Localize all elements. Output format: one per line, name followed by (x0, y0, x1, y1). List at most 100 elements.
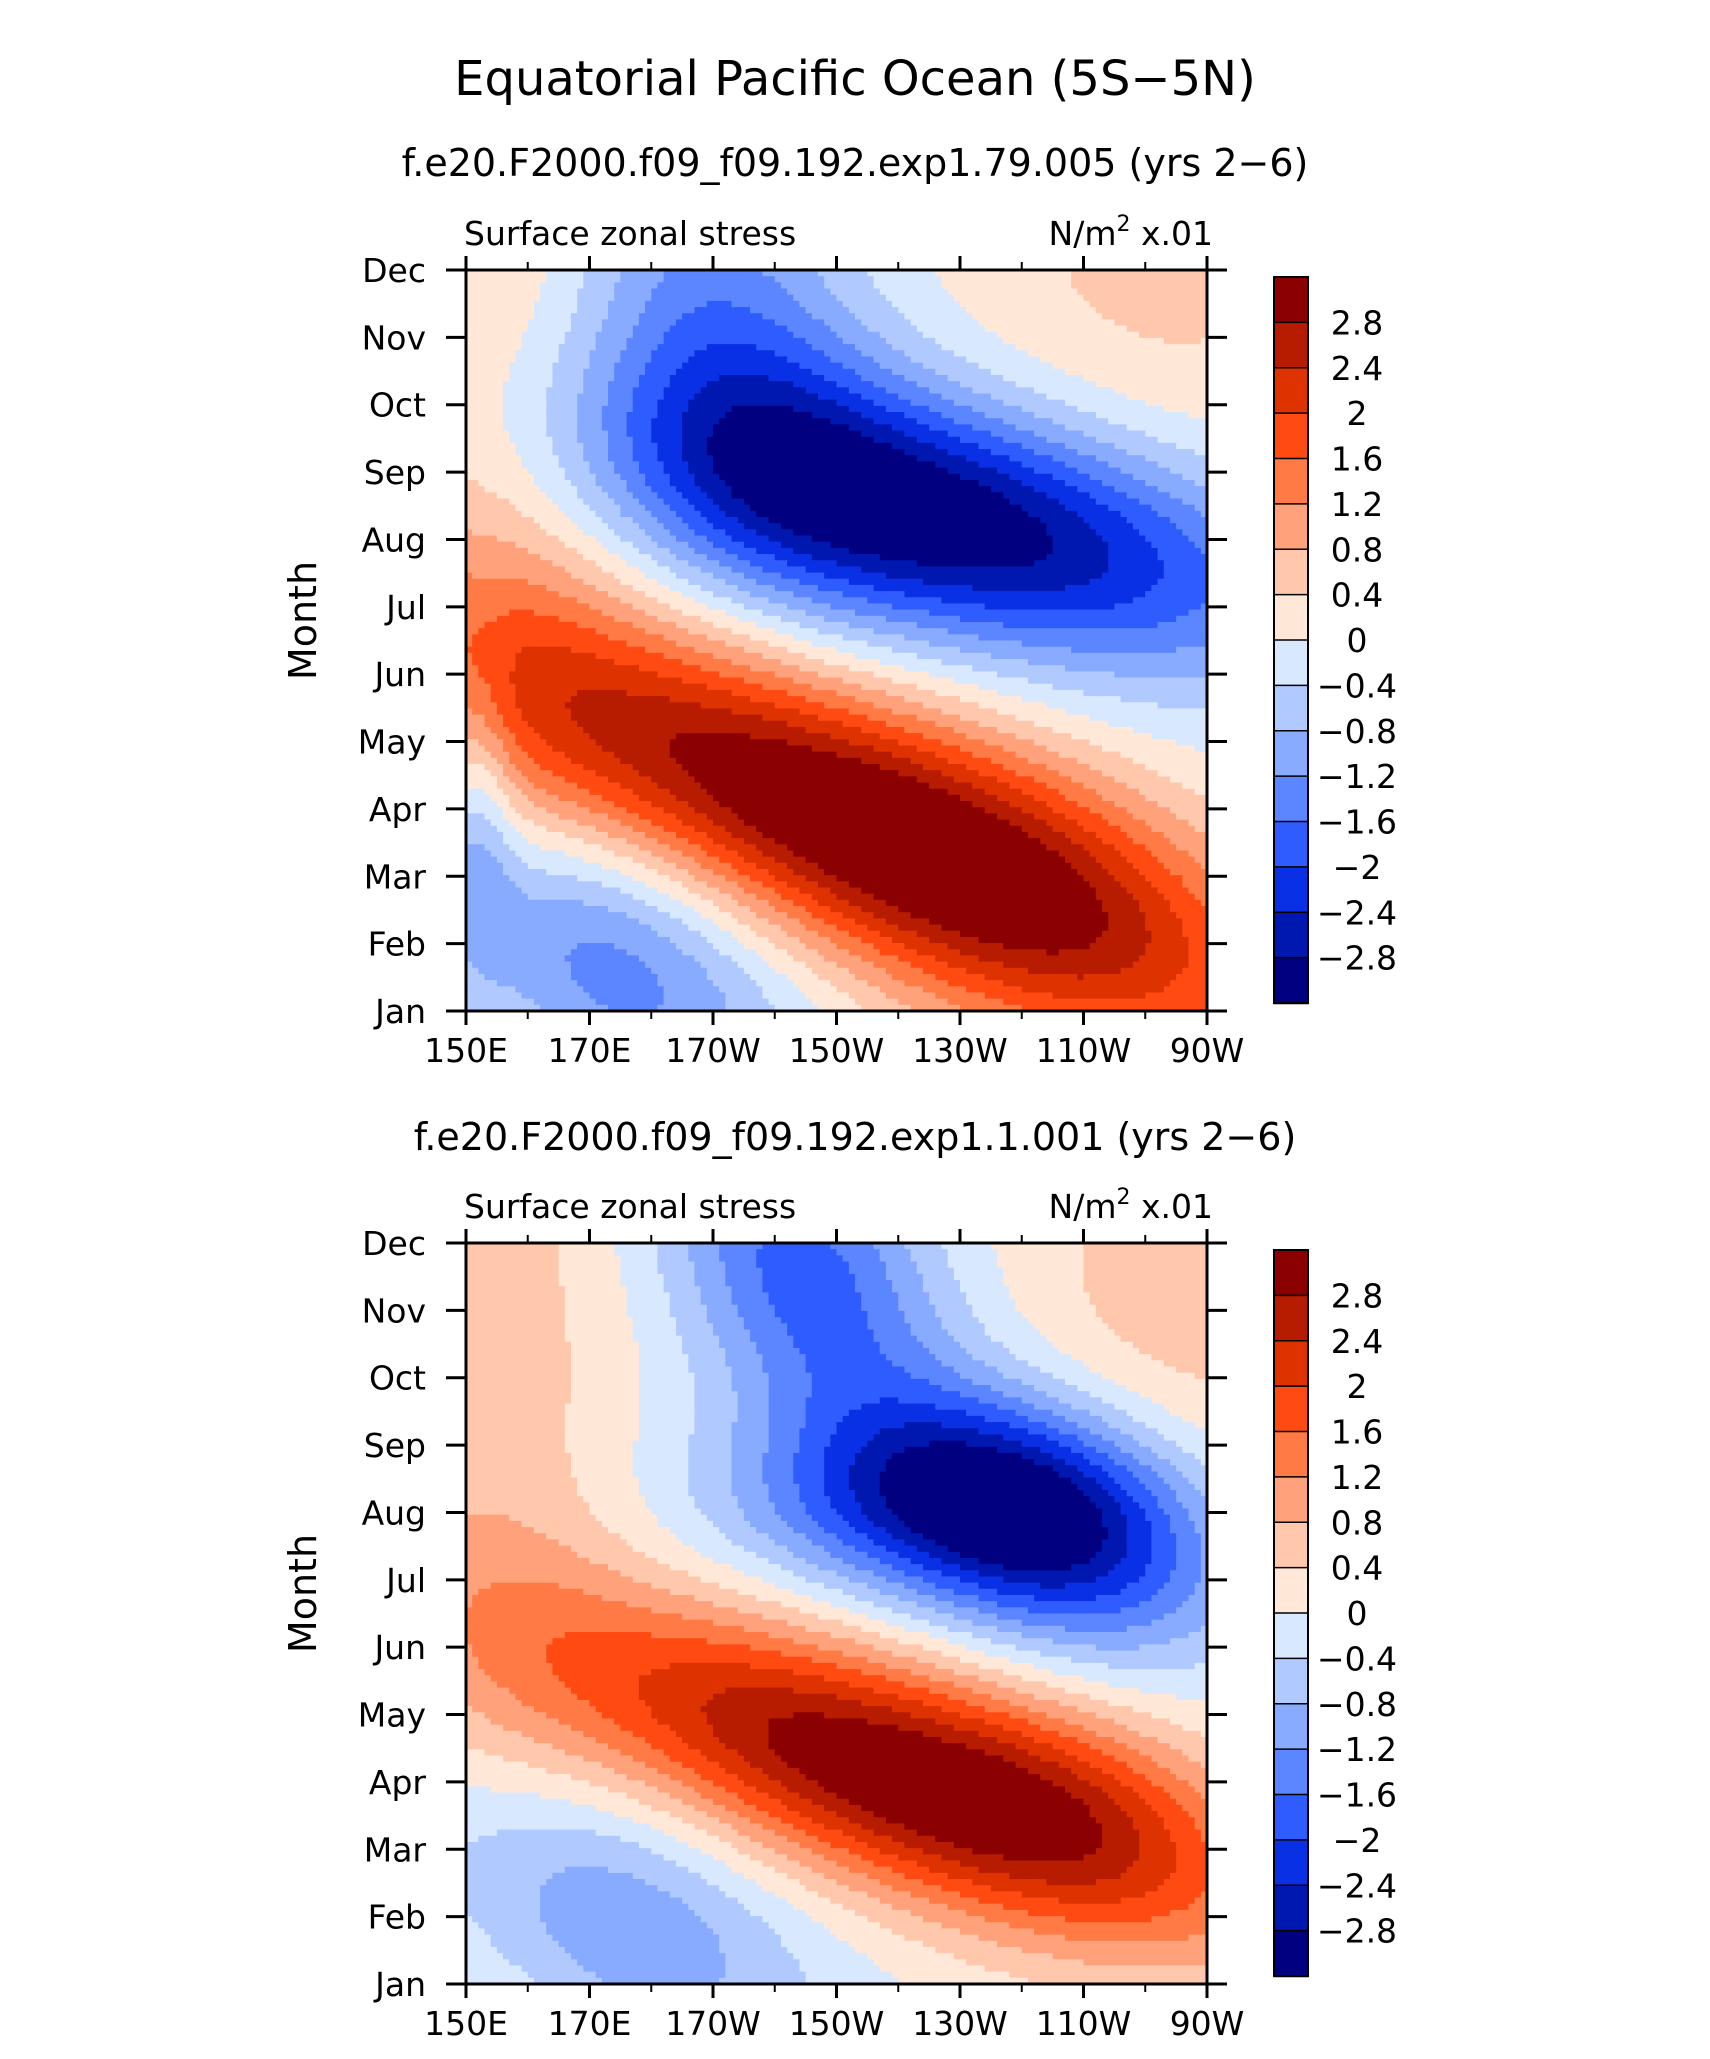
contour-cell (466, 1632, 566, 1639)
contour-cell (466, 1848, 652, 1855)
contour-cell (706, 554, 739, 561)
contour-cell (824, 1465, 850, 1473)
contour-cell (595, 510, 621, 518)
contour-cell (762, 1841, 801, 1849)
contour-cell (521, 831, 566, 839)
contour-cell (941, 770, 980, 777)
contour-cell (904, 430, 949, 438)
contour-cell (700, 387, 807, 395)
contour-cell (898, 1977, 1029, 1984)
contour-cell (688, 1465, 733, 1473)
contour-cell (1083, 294, 1207, 302)
contour-cell (466, 591, 560, 598)
contour-cell (1182, 1724, 1207, 1732)
contour-cell (478, 1662, 554, 1670)
contour-cell (552, 1638, 708, 1645)
contour-cell (1021, 479, 1066, 487)
contour-cell (466, 1434, 566, 1442)
contour-cell (466, 634, 473, 642)
colorbar: 2.82.421.61.20.80.40−0.4−0.8−1.2−1.6−2−2… (1273, 1249, 1397, 1978)
contour-cell (1108, 1422, 1146, 1429)
contour-cell (632, 455, 659, 463)
contour-cell (466, 1527, 535, 1534)
contour-cell (836, 1860, 875, 1868)
contour-cell (546, 868, 621, 876)
contour-cell (873, 1539, 906, 1547)
contour-cell (885, 899, 1103, 907)
colorbar-label: 1.6 (1331, 1413, 1383, 1452)
contour-cell (762, 850, 794, 858)
contour-cell (1200, 547, 1207, 555)
y-tick-label: Sep (364, 453, 426, 492)
contour-cell (490, 770, 504, 777)
contour-cell (1163, 1817, 1196, 1825)
contour-cell (688, 1903, 745, 1911)
contour-cell (743, 677, 794, 685)
contour-cell (700, 566, 733, 574)
contour-cell (873, 381, 918, 388)
contour-cell (787, 1619, 844, 1627)
contour-cell (885, 1261, 918, 1269)
contour-cell (614, 1249, 659, 1256)
contour-cell (1200, 862, 1207, 870)
contour-cell (583, 764, 634, 771)
contour-cell (978, 1582, 1041, 1590)
contour-cell (848, 739, 899, 747)
contour-cell (713, 819, 745, 827)
contour-cell (1163, 572, 1207, 580)
contour-cell (719, 856, 745, 864)
contour-cell (700, 844, 726, 852)
contour-cell (620, 1533, 677, 1540)
contour-cell (1151, 1354, 1207, 1361)
contour-cell (478, 671, 510, 679)
contour-cell (626, 689, 733, 697)
contour-cell (848, 1483, 881, 1491)
contour-cell (466, 745, 486, 753)
contour-cell (1145, 918, 1183, 926)
contour-cell (645, 479, 671, 487)
contour-cell (515, 659, 615, 666)
contour-cell (947, 430, 992, 438)
contour-cell (688, 868, 714, 876)
contour-cell (824, 572, 887, 580)
contour-cell (638, 1366, 689, 1374)
contour-cell (972, 1619, 1023, 1627)
contour-cell (984, 739, 1035, 747)
contour-cell (1169, 1483, 1196, 1491)
contour-cell (929, 918, 1109, 926)
contour-cell (966, 1699, 1010, 1707)
contour-cell (1077, 1755, 1115, 1763)
contour-cell (941, 1385, 992, 1392)
contour-cell (1095, 1551, 1128, 1559)
contour-cell (1052, 535, 1103, 543)
contour-cell (1169, 1743, 1207, 1750)
contour-cell (694, 1378, 733, 1386)
contour-cell (960, 1391, 1004, 1398)
contour-cell (577, 300, 609, 308)
contour-cell (1077, 1483, 1103, 1491)
contour-cell (904, 1872, 949, 1880)
contour-cell (811, 1372, 912, 1380)
contour-cell (1108, 547, 1159, 555)
contour-cell (1151, 1619, 1207, 1627)
y-axis-label: Month (281, 561, 325, 680)
contour-cell (490, 794, 510, 802)
contour-cell (848, 708, 893, 716)
contour-cell (978, 1675, 1023, 1683)
colorbar-label: 2.4 (1331, 349, 1383, 388)
contour-cell (552, 362, 591, 370)
contour-cell (811, 1656, 868, 1664)
contour-cell (1015, 733, 1072, 740)
contour-cell (1052, 1743, 1091, 1750)
contour-cell (984, 1415, 1029, 1423)
contour-cell (626, 412, 659, 419)
contour-cell (861, 1502, 887, 1510)
contour-cell (1108, 504, 1153, 512)
contour-cell (706, 1304, 739, 1312)
contour-cell (694, 504, 720, 512)
contour-cell (879, 554, 1048, 561)
contour-cell (682, 517, 708, 524)
contour-cell (731, 1823, 763, 1831)
contour-cell (583, 381, 609, 388)
contour-cell (1089, 300, 1207, 308)
